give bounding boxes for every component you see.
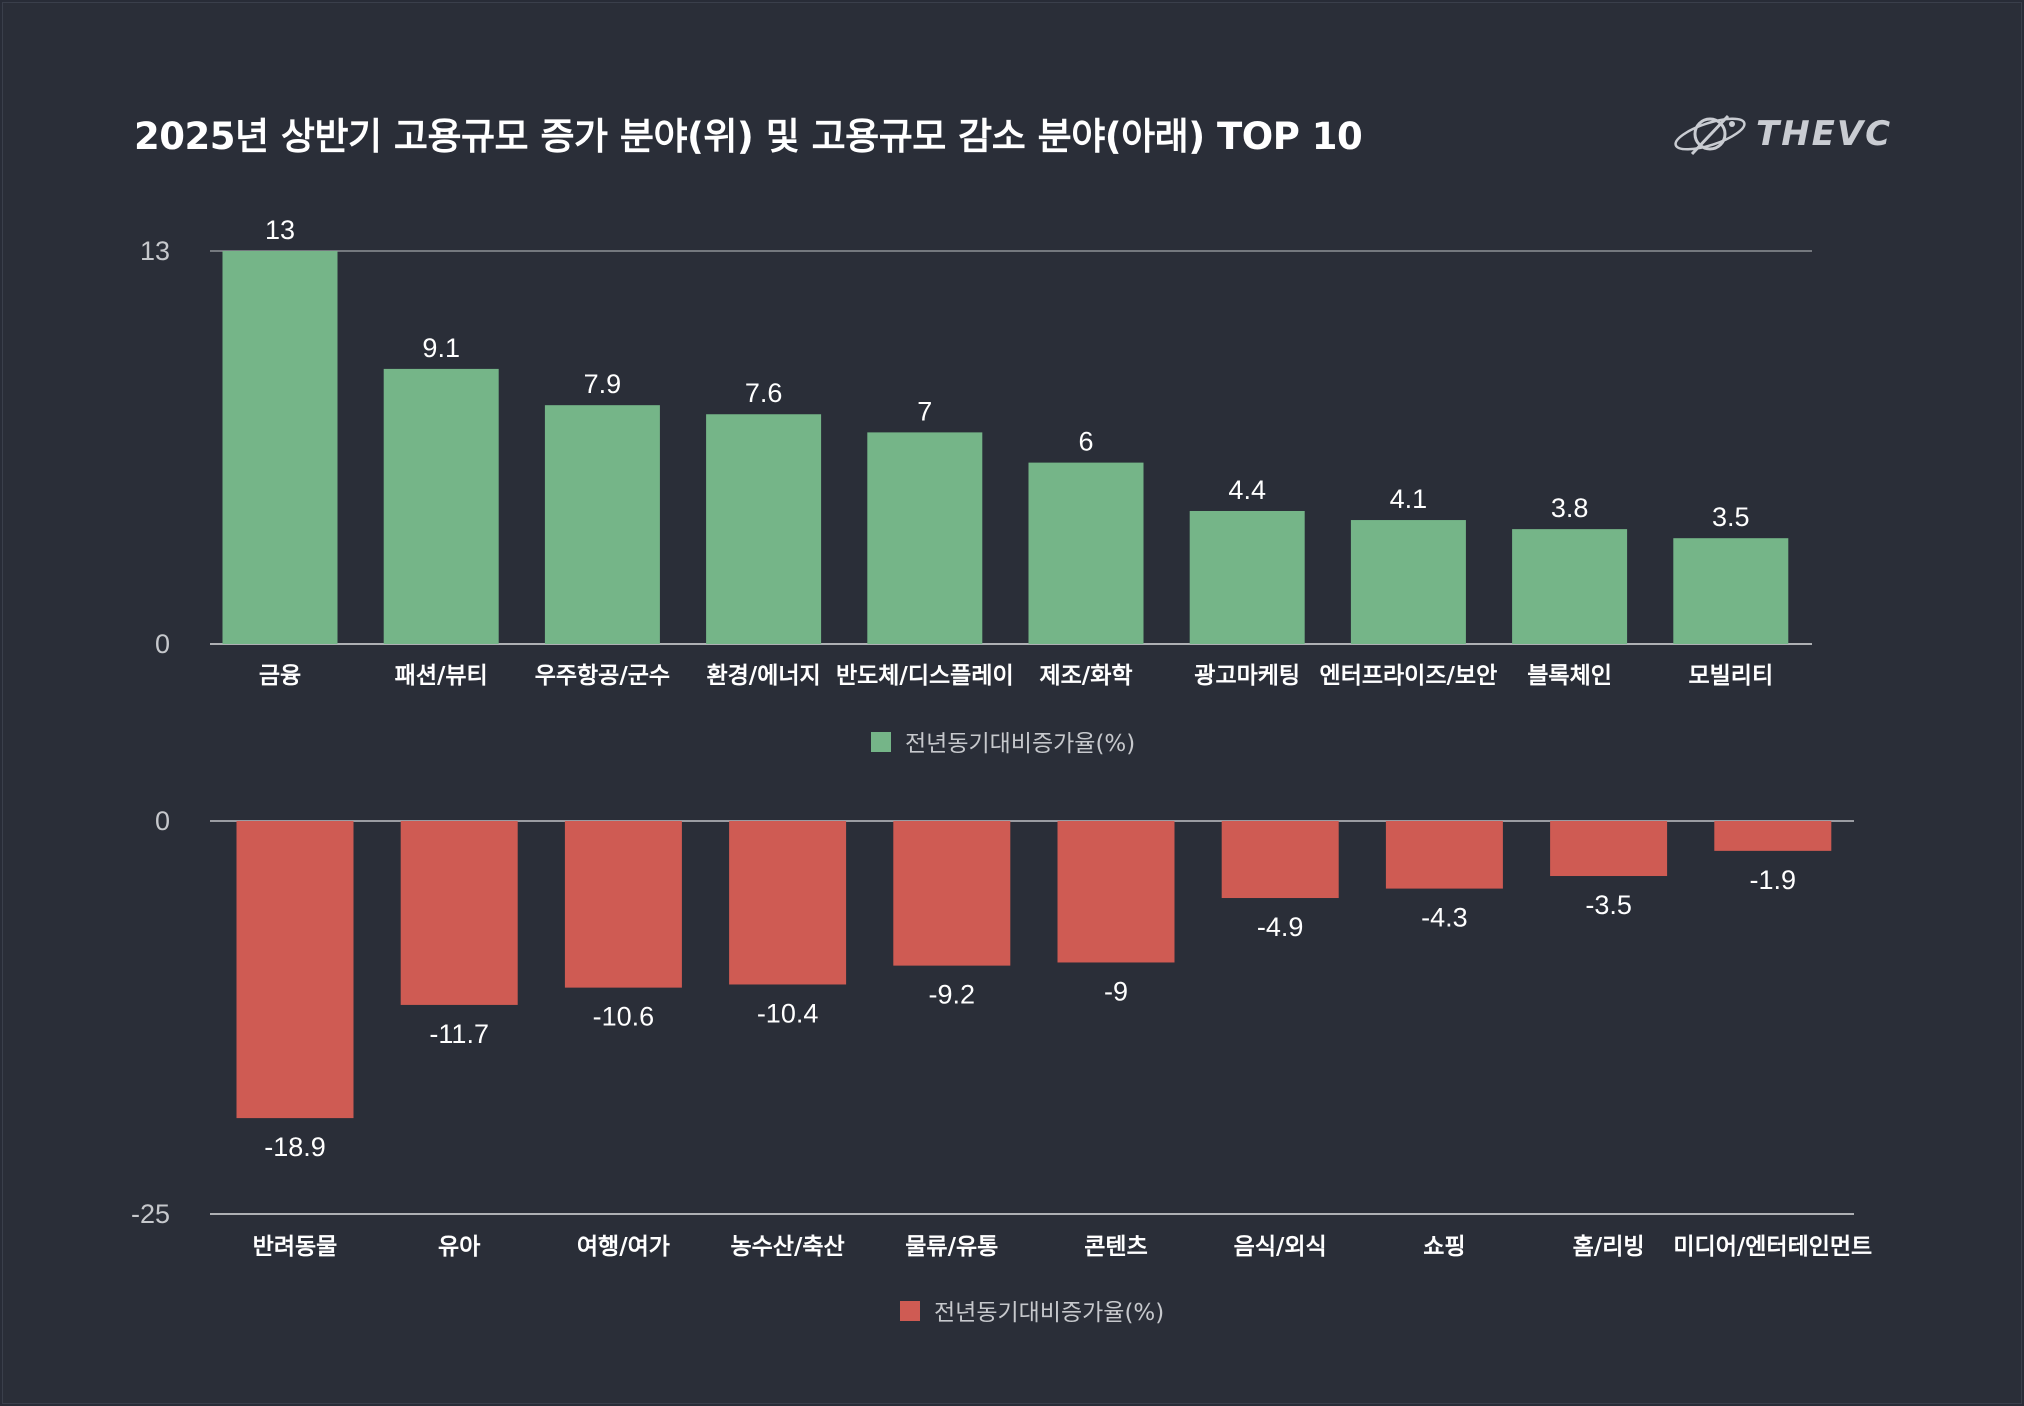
x-tick-label: 물류/유통 xyxy=(905,1234,998,1260)
y-tick-label: -25 xyxy=(131,1199,170,1229)
bar-2 xyxy=(400,821,518,1005)
legend-swatch xyxy=(871,732,891,752)
bar-1 xyxy=(236,821,354,1119)
logo-text: THEVC xyxy=(1756,114,1893,154)
bar-7 xyxy=(1221,821,1339,899)
data-label: -4.3 xyxy=(1421,903,1468,933)
data-label: 13 xyxy=(265,215,295,245)
x-tick-label: 미디어/엔터테인먼트 xyxy=(1673,1234,1872,1260)
bar-4 xyxy=(706,414,822,644)
data-label: 4.4 xyxy=(1228,475,1266,505)
x-tick-label: 금융 xyxy=(259,663,301,689)
legend-swatch xyxy=(900,1301,920,1321)
y-tick-label: 0 xyxy=(155,806,170,836)
bar-4 xyxy=(729,821,847,985)
data-label: -1.9 xyxy=(1750,865,1797,895)
x-tick-label: 음식/외식 xyxy=(1234,1234,1327,1260)
bar-2 xyxy=(383,368,499,644)
data-label: -10.4 xyxy=(757,998,819,1028)
x-tick-label: 패션/뷰티 xyxy=(395,663,488,689)
bar-5 xyxy=(893,821,1011,966)
data-label: -3.5 xyxy=(1585,890,1632,920)
bar-3 xyxy=(564,821,682,988)
data-label: 7 xyxy=(917,396,932,426)
bar-8 xyxy=(1350,520,1466,644)
y-tick-label: 0 xyxy=(155,629,170,659)
bar-5 xyxy=(867,432,983,644)
data-label: 7.9 xyxy=(584,369,622,399)
x-tick-label: 여행/여가 xyxy=(577,1234,670,1260)
legend-label: 전년동기대비증가율(%) xyxy=(934,1300,1164,1326)
data-label: -18.9 xyxy=(264,1132,326,1162)
x-tick-label: 반려동물 xyxy=(253,1234,338,1260)
x-tick-label: 농수산/축산 xyxy=(730,1234,844,1260)
data-label: 4.1 xyxy=(1390,484,1428,514)
data-label: 6 xyxy=(1078,427,1093,457)
data-label: 9.1 xyxy=(422,333,460,363)
x-tick-label: 블록체인 xyxy=(1527,663,1612,689)
thevc-logo: THEVC xyxy=(1670,104,1892,164)
bar-6 xyxy=(1028,462,1144,644)
data-label: -11.7 xyxy=(429,1019,489,1049)
bar-6 xyxy=(1057,821,1175,963)
x-tick-label: 환경/에너지 xyxy=(706,663,820,689)
x-tick-label: 반도체/디스플레이 xyxy=(836,663,1014,689)
data-label: 7.6 xyxy=(745,378,783,408)
bar-1 xyxy=(222,251,338,644)
bar-9 xyxy=(1512,529,1628,644)
page-title: 2025년 상반기 고용규모 증가 분야(위) 및 고용규모 감소 분야(아래)… xyxy=(134,115,1363,158)
x-tick-label: 우주항공/군수 xyxy=(535,663,670,689)
bar-10 xyxy=(1673,538,1789,644)
bar-7 xyxy=(1189,510,1305,644)
data-label: 3.5 xyxy=(1712,502,1750,532)
data-label: -4.9 xyxy=(1257,912,1304,942)
data-label: -10.6 xyxy=(593,1002,655,1032)
data-label: -9.2 xyxy=(929,980,976,1010)
x-tick-label: 엔터프라이즈/보안 xyxy=(1320,663,1498,689)
x-tick-label: 홈/리빙 xyxy=(1573,1234,1645,1260)
bar-10 xyxy=(1714,821,1832,851)
x-tick-label: 제조/화학 xyxy=(1039,663,1132,689)
x-tick-label: 콘텐츠 xyxy=(1084,1234,1147,1260)
x-tick-label: 광고마케팅 xyxy=(1194,663,1300,689)
x-tick-label: 모빌리티 xyxy=(1688,663,1773,689)
bar-9 xyxy=(1550,821,1668,877)
legend-label: 전년동기대비증가율(%) xyxy=(905,731,1135,757)
y-tick-label: 13 xyxy=(140,236,170,266)
x-tick-label: 유아 xyxy=(438,1234,480,1260)
data-label: 3.8 xyxy=(1551,493,1589,523)
data-label: -9 xyxy=(1104,976,1128,1006)
bar-8 xyxy=(1385,821,1503,889)
bar-3 xyxy=(544,405,660,644)
x-tick-label: 쇼핑 xyxy=(1423,1234,1465,1260)
orbit-icon xyxy=(1674,114,1746,156)
